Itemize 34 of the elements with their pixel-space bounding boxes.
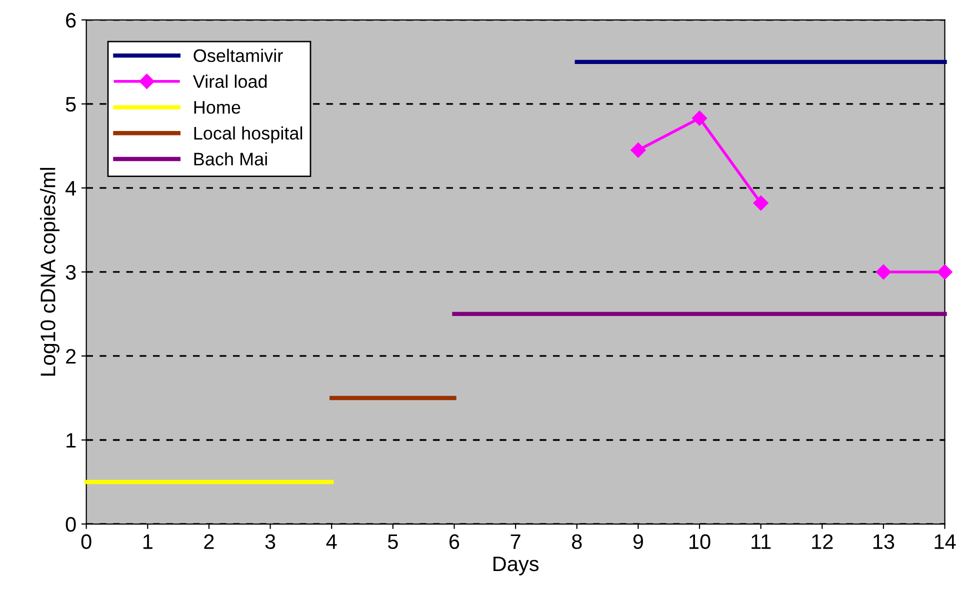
- legend-label: Home: [194, 101, 240, 114]
- y-tick-label: 5: [66, 97, 76, 112]
- x-tick-label: 12: [812, 534, 833, 549]
- legend-label: Oseltamivir: [194, 48, 283, 62]
- y-tick-label: 4: [66, 181, 76, 196]
- x-tick-label: 0: [81, 534, 92, 550]
- x-tick-label: 8: [572, 534, 582, 550]
- x-tick-label: 10: [690, 534, 710, 550]
- x-tick-label: 6: [450, 534, 460, 550]
- x-tick-label: 5: [388, 534, 398, 550]
- x-tick-label: 11: [752, 534, 771, 549]
- x-tick-label: 7: [510, 534, 520, 549]
- legend-label: Bach Mai: [194, 152, 267, 166]
- x-tick-label: 9: [633, 534, 643, 550]
- point: [630, 142, 646, 158]
- x-tick-label: 4: [326, 534, 337, 549]
- y-tick-label: 2: [66, 348, 76, 364]
- y-tick-label: 3: [66, 264, 76, 280]
- y-axis-title: Log10 cDNA copies/ml: [40, 168, 60, 376]
- x-tick-label: 13: [873, 534, 894, 550]
- legend-label: Local hospital: [194, 126, 302, 144]
- x-axis-title: Days: [494, 556, 539, 576]
- point: [876, 264, 892, 280]
- x-tick-label: 14: [934, 534, 956, 549]
- x-tick-label: 2: [204, 534, 214, 549]
- point: [692, 110, 708, 126]
- y-tick-label: 0: [66, 517, 76, 532]
- legend-label: Viral load: [192, 74, 267, 88]
- point: [753, 195, 768, 211]
- x-tick-label: 3: [265, 534, 276, 550]
- y-tick-label: 6: [66, 12, 76, 28]
- point: [937, 264, 952, 280]
- x-tick-label: 1: [143, 534, 152, 549]
- y-tick-label: 1: [66, 433, 76, 448]
